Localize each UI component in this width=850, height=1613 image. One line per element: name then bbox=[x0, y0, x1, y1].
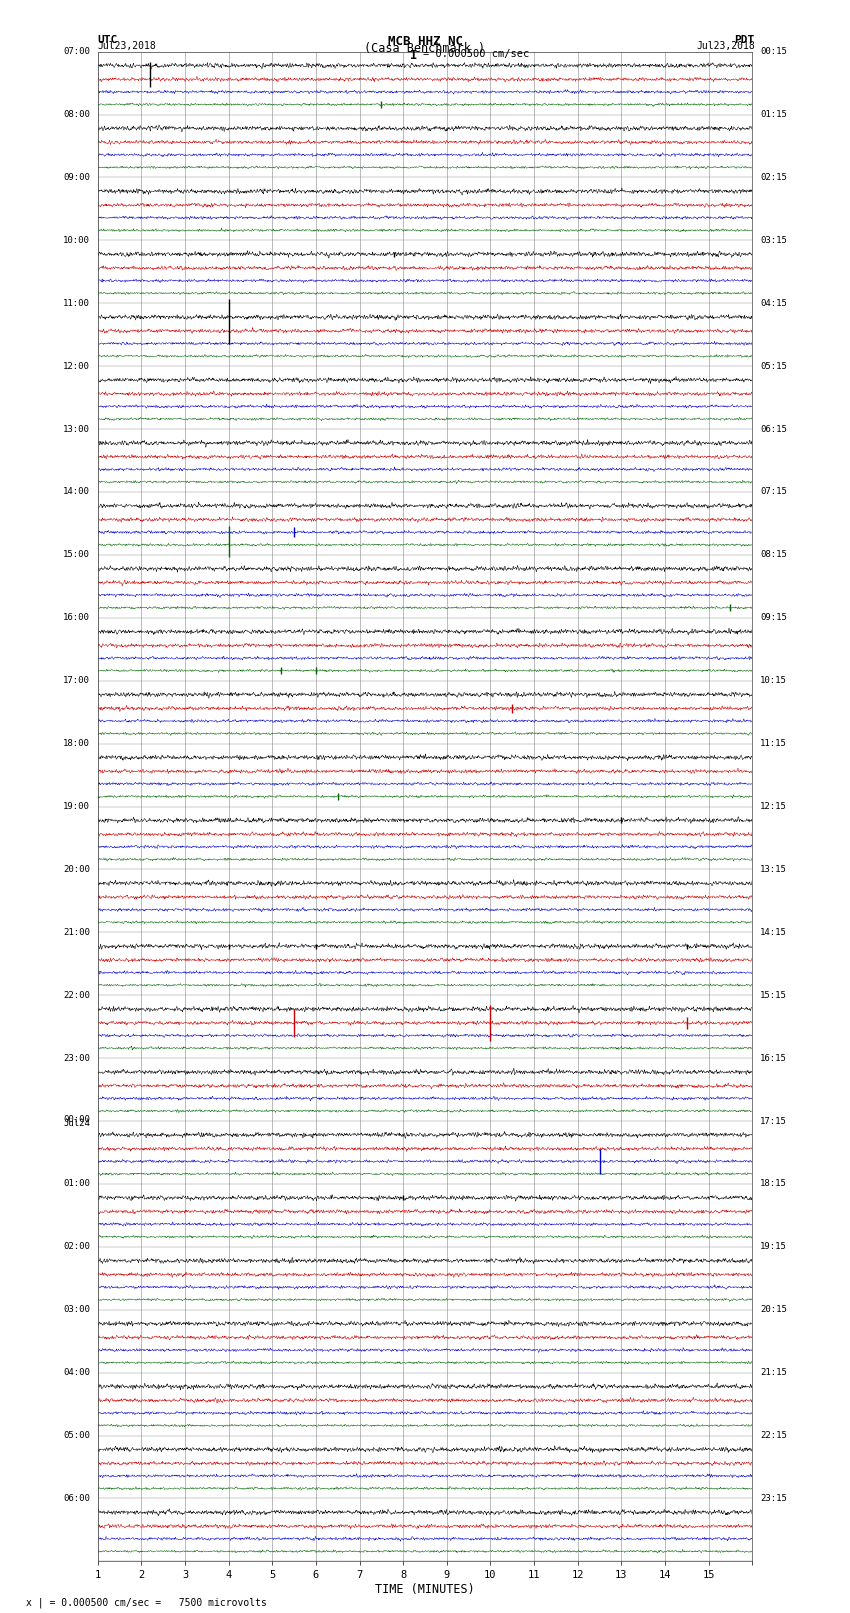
Text: 17:15: 17:15 bbox=[760, 1116, 787, 1126]
Text: 13:00: 13:00 bbox=[63, 424, 90, 434]
Text: Jul23,2018: Jul23,2018 bbox=[696, 40, 755, 52]
Text: 16:15: 16:15 bbox=[760, 1053, 787, 1063]
Text: 18:00: 18:00 bbox=[63, 739, 90, 748]
Text: 05:00: 05:00 bbox=[63, 1431, 90, 1440]
Text: 12:15: 12:15 bbox=[760, 802, 787, 811]
Text: 06:00: 06:00 bbox=[63, 1494, 90, 1503]
Text: 20:15: 20:15 bbox=[760, 1305, 787, 1315]
Text: 19:00: 19:00 bbox=[63, 802, 90, 811]
Text: 13:15: 13:15 bbox=[760, 865, 787, 874]
Text: 05:15: 05:15 bbox=[760, 361, 787, 371]
Text: 07:15: 07:15 bbox=[760, 487, 787, 497]
Text: x | = 0.000500 cm/sec =   7500 microvolts: x | = 0.000500 cm/sec = 7500 microvolts bbox=[26, 1597, 266, 1608]
Text: 09:15: 09:15 bbox=[760, 613, 787, 623]
Text: 19:15: 19:15 bbox=[760, 1242, 787, 1252]
Text: 09:00: 09:00 bbox=[63, 173, 90, 182]
Text: 01:00: 01:00 bbox=[63, 1179, 90, 1189]
Text: 11:15: 11:15 bbox=[760, 739, 787, 748]
Text: 07:00: 07:00 bbox=[63, 47, 90, 56]
Text: 10:00: 10:00 bbox=[63, 235, 90, 245]
Text: 03:00: 03:00 bbox=[63, 1305, 90, 1315]
Text: 20:00: 20:00 bbox=[63, 865, 90, 874]
Text: 21:00: 21:00 bbox=[63, 927, 90, 937]
X-axis label: TIME (MINUTES): TIME (MINUTES) bbox=[375, 1584, 475, 1597]
Text: 17:00: 17:00 bbox=[63, 676, 90, 686]
Text: 18:15: 18:15 bbox=[760, 1179, 787, 1189]
Text: 04:00: 04:00 bbox=[63, 1368, 90, 1378]
Text: 21:15: 21:15 bbox=[760, 1368, 787, 1378]
Text: 14:00: 14:00 bbox=[63, 487, 90, 497]
Text: UTC: UTC bbox=[98, 35, 118, 45]
Text: 08:15: 08:15 bbox=[760, 550, 787, 560]
Text: I: I bbox=[411, 48, 417, 61]
Text: 04:15: 04:15 bbox=[760, 298, 787, 308]
Text: MCB HHZ NC: MCB HHZ NC bbox=[388, 35, 462, 48]
Text: (Casa Benchmark ): (Casa Benchmark ) bbox=[365, 42, 485, 55]
Text: 22:15: 22:15 bbox=[760, 1431, 787, 1440]
Text: 02:15: 02:15 bbox=[760, 173, 787, 182]
Text: 02:00: 02:00 bbox=[63, 1242, 90, 1252]
Text: 00:15: 00:15 bbox=[760, 47, 787, 56]
Text: 00:00: 00:00 bbox=[63, 1115, 90, 1124]
Text: 22:00: 22:00 bbox=[63, 990, 90, 1000]
Text: 03:15: 03:15 bbox=[760, 235, 787, 245]
Text: PDT: PDT bbox=[734, 35, 755, 45]
Text: 14:15: 14:15 bbox=[760, 927, 787, 937]
Text: 15:00: 15:00 bbox=[63, 550, 90, 560]
Text: 23:00: 23:00 bbox=[63, 1053, 90, 1063]
Text: Jul24: Jul24 bbox=[63, 1118, 90, 1127]
Text: 01:15: 01:15 bbox=[760, 110, 787, 119]
Text: 16:00: 16:00 bbox=[63, 613, 90, 623]
Text: 10:15: 10:15 bbox=[760, 676, 787, 686]
Text: Jul23,2018: Jul23,2018 bbox=[98, 40, 156, 52]
Text: 15:15: 15:15 bbox=[760, 990, 787, 1000]
Text: 06:15: 06:15 bbox=[760, 424, 787, 434]
Text: 08:00: 08:00 bbox=[63, 110, 90, 119]
Text: 11:00: 11:00 bbox=[63, 298, 90, 308]
Text: = 0.000500 cm/sec: = 0.000500 cm/sec bbox=[423, 48, 530, 58]
Text: 12:00: 12:00 bbox=[63, 361, 90, 371]
Text: 23:15: 23:15 bbox=[760, 1494, 787, 1503]
